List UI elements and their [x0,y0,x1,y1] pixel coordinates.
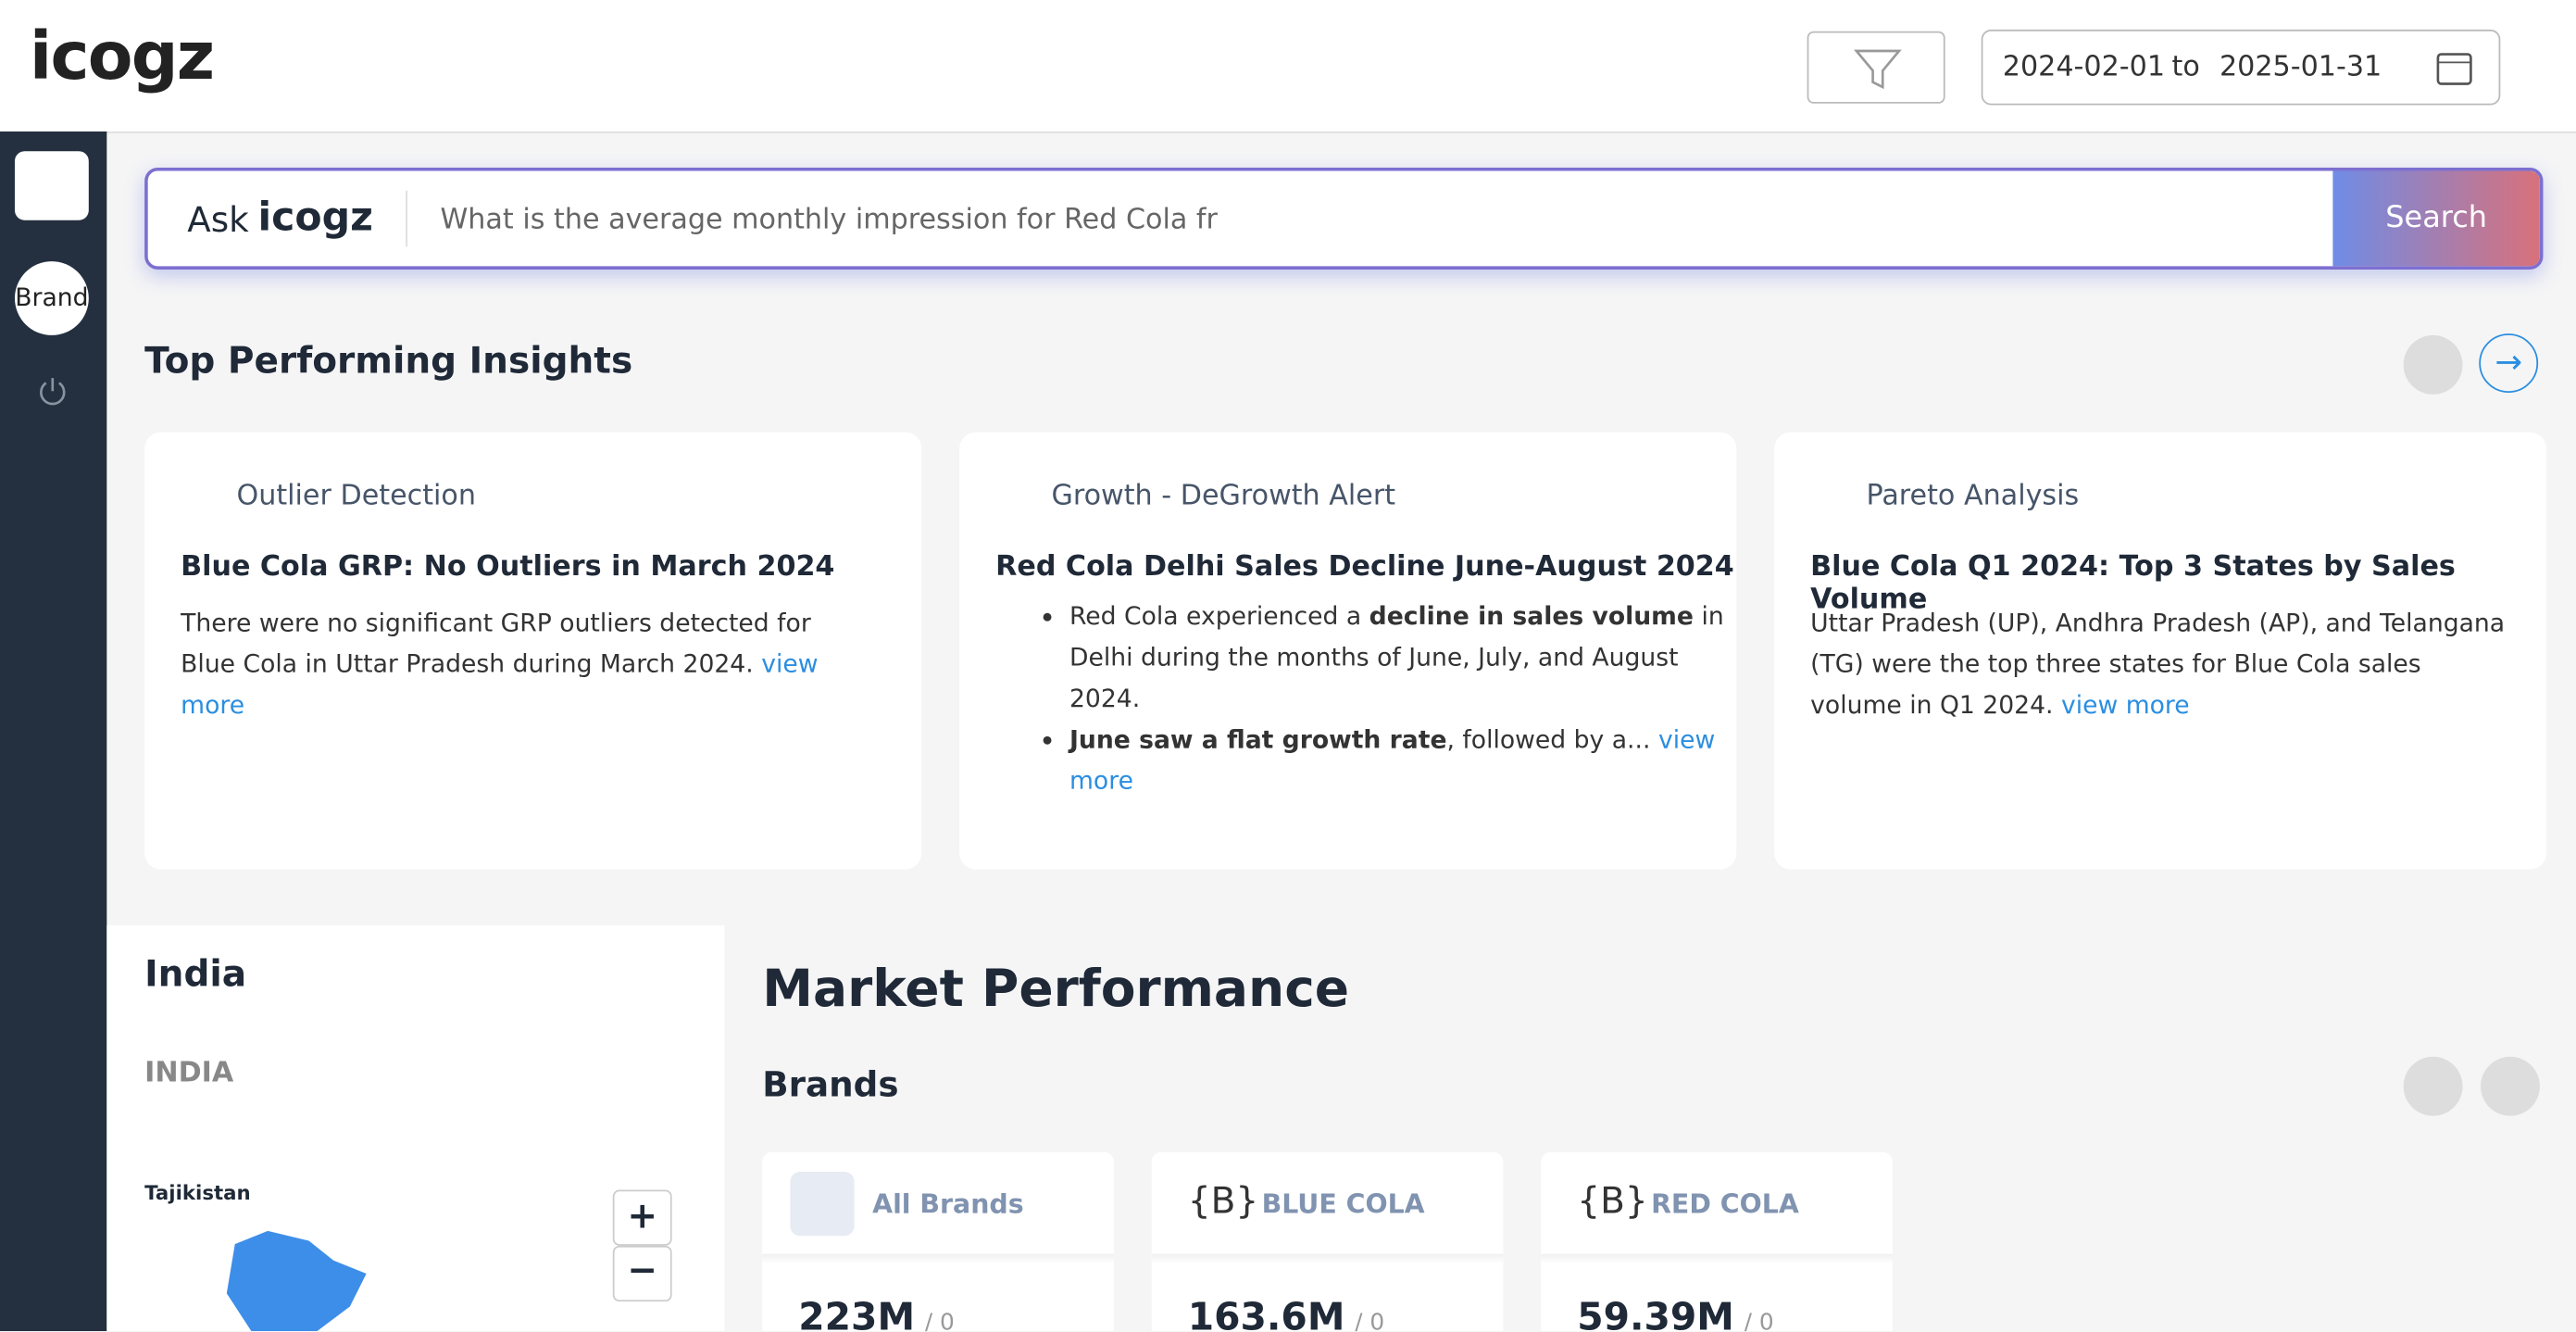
market-title: Market Performance [762,960,1350,1020]
insight-card: Pareto Analysis Blue Cola Q1 2024: Top 3… [1774,432,2547,870]
card-body: There were no significant GRP outliers d… [181,603,870,726]
insight-card: Outlier Detection Blue Cola GRP: No Outl… [144,432,922,870]
brand-button[interactable]: Brand [14,261,89,335]
prev-button[interactable] [2403,334,2463,395]
search-input[interactable]: What is the average monthly impression f… [440,204,1218,237]
logo[interactable]: icogz [29,19,215,95]
date-range[interactable]: 2024-02-01 to 2025-01-31 [1981,29,2501,106]
card-text: Uttar Pradesh (UP), Andhra Pradesh (AP),… [1810,608,2506,721]
divider [1541,1253,1893,1264]
search-button[interactable]: Search [2332,170,2540,267]
card-title: Blue Cola Q1 2024: Top 3 States by Sales… [1810,550,2456,617]
value-sub: / 0 [1355,1310,1385,1332]
power-icon[interactable] [36,375,69,408]
text: Red Cola experienced a [1069,601,1369,632]
value: 163.6M [1187,1296,1345,1332]
value-sub: / 0 [924,1310,955,1332]
brand-icon [790,1172,855,1237]
map-subtitle: INDIA [144,1056,234,1090]
sidebar: Brand [0,131,107,1332]
card-bullets: Red Cola experienced a decline in sales … [995,597,1743,802]
brand-name: RED COLA [1651,1187,1799,1220]
brand-icon: {B} [1187,1181,1259,1224]
divider [762,1253,1114,1264]
brand-card[interactable]: All Brands 223M / 0 [762,1151,1114,1332]
text: in Delhi during the months of June, July… [1069,601,1724,714]
date-to: 2025-01-31 [2219,51,2382,84]
zoom-out[interactable]: − [612,1245,672,1302]
ask-label: Ask [187,200,249,241]
brand-card[interactable]: {B} RED COLA 59.39M / 0 [1541,1151,1893,1332]
bold-text: June saw a flat growth rate [1069,724,1447,755]
zoom-in[interactable]: + [612,1189,672,1246]
brand-value: 59.39M / 0 [1577,1297,1773,1331]
next-button[interactable] [2481,1056,2540,1116]
insights-title: Top Performing Insights [144,342,633,383]
next-button[interactable]: → [2479,333,2539,394]
brand-card[interactable]: {B} BLUE COLA 163.6M / 0 [1151,1151,1504,1332]
brand-value: 163.6M / 0 [1188,1297,1384,1331]
brands-title: Brands [762,1064,899,1105]
map-title: India [144,954,247,997]
card-body: Uttar Pradesh (UP), Andhra Pradesh (AP),… [1810,603,2517,726]
value: 223M [798,1296,916,1332]
card-category: Outlier Detection [236,480,477,513]
view-more[interactable]: view more [1069,724,1716,796]
date-from: 2024-02-01 [2002,51,2166,84]
prev-button[interactable] [2403,1056,2463,1116]
brand-icon: {B} [1577,1181,1648,1224]
search-bar: Ask icogz What is the average monthly im… [144,167,2544,270]
card-title: Red Cola Delhi Sales Decline June-August… [995,550,1734,584]
map-label: Tajikistan [144,1181,251,1205]
divider [1151,1253,1504,1264]
brand-name: BLUE COLA [1261,1187,1425,1220]
card-category: Pareto Analysis [1866,480,2080,513]
date-sep: to [2171,51,2200,84]
text: , followed by a... [1446,724,1651,755]
value-sub: / 0 [1744,1310,1774,1332]
calendar-icon [2436,53,2472,85]
map-shape [226,1230,367,1332]
cart-button[interactable] [14,151,89,220]
filter-button[interactable] [1807,31,1945,104]
insight-card: Growth - DeGrowth Alert Red Cola Delhi S… [959,432,1737,870]
bullet: Red Cola experienced a decline in sales … [1069,597,1743,720]
map-panel: India INDIA Tajikistan + − [106,924,725,1332]
card-text: There were no significant GRP outliers d… [181,608,811,679]
card-title: Blue Cola GRP: No Outliers in March 2024 [181,550,835,584]
header: icogz 2024-02-01 to 2025-01-31 [0,0,2576,133]
filter-icon [1854,49,1902,90]
bullet: June saw a flat growth rate, followed by… [1069,720,1743,802]
value: 59.39M [1577,1296,1734,1332]
divider [406,190,408,247]
view-more[interactable]: view more [2060,690,2190,721]
bold-text: decline in sales volume [1369,601,1694,632]
view-more[interactable]: view more [181,648,819,721]
brand-name: All Brands [872,1187,1024,1220]
card-category: Growth - DeGrowth Alert [1051,480,1396,513]
brand-value: 223M / 0 [798,1297,955,1331]
ask-logo: icogz [257,194,373,241]
